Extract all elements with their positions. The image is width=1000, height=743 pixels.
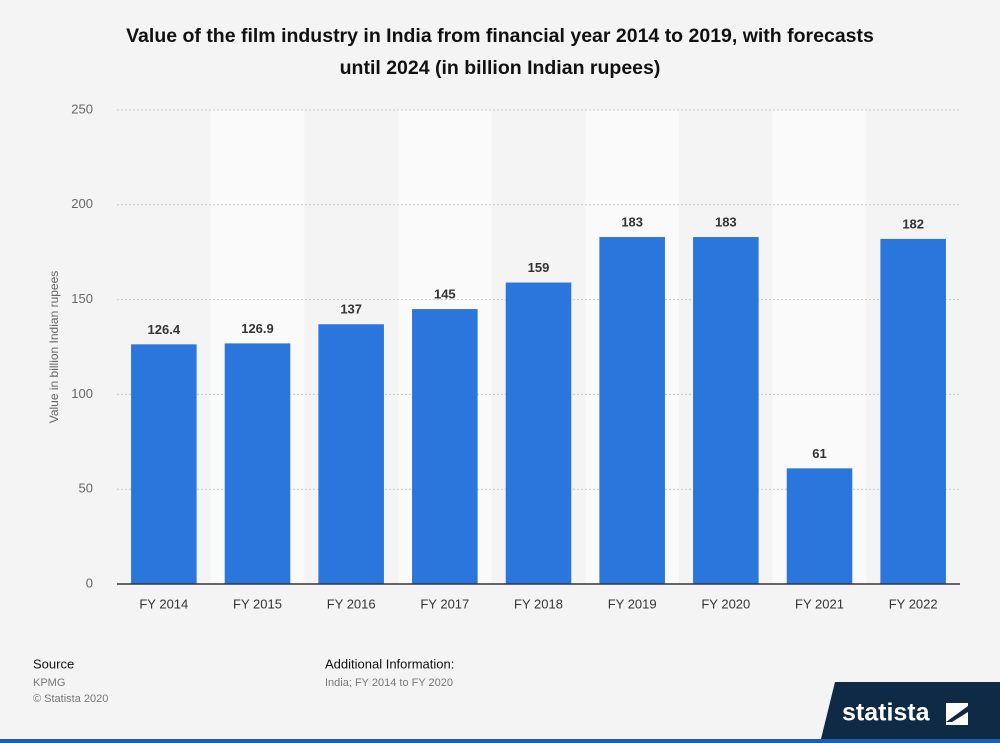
info-heading: Additional Information: [325, 656, 454, 671]
bar [318, 324, 384, 584]
data-label: 137 [340, 302, 362, 317]
logo-band [820, 682, 1000, 743]
y-tick-label: 150 [71, 291, 93, 306]
bar [224, 343, 291, 584]
info: India; FY 2014 to FY 2020 [325, 677, 453, 689]
bar [880, 238, 946, 585]
copyright: © Statista 2020 [33, 693, 108, 705]
bar [412, 309, 478, 584]
logo-icon-cut [946, 706, 968, 722]
x-tick-label: FY 2016 [327, 596, 376, 611]
data-label: 126.9 [241, 321, 274, 336]
bar [599, 237, 665, 585]
y-tick-label: 100 [71, 386, 93, 401]
y-axis-label: Value in billion Indian rupees [47, 271, 61, 424]
data-label: 145 [434, 287, 456, 302]
chart-title: Value of the film industry in India from… [126, 25, 874, 79]
bar [131, 344, 197, 584]
data-label: 126.4 [148, 322, 181, 337]
bar [693, 237, 759, 585]
x-tick-label: FY 2018 [514, 596, 563, 611]
bar [786, 468, 853, 584]
data-label: 182 [902, 216, 924, 231]
bottom-strip [0, 739, 1000, 743]
data-label: 159 [528, 260, 550, 275]
logo: statista [842, 699, 931, 727]
x-tick-label: FY 2017 [420, 596, 469, 611]
data-label: 183 [715, 214, 737, 229]
data-label: 61 [812, 446, 826, 461]
x-tick-label: FY 2015 [233, 596, 282, 611]
source-heading: Source [33, 656, 74, 671]
x-tick-label: FY 2020 [701, 596, 750, 611]
x-tick-label: FY 2014 [139, 596, 188, 611]
y-tick-label: 200 [71, 196, 93, 211]
y-tick-label: 250 [71, 101, 93, 116]
x-tick-label: FY 2022 [889, 596, 938, 611]
source: KPMG [33, 677, 65, 689]
data-label: 183 [621, 214, 643, 229]
x-tick-label: FY 2019 [608, 596, 657, 611]
bar [505, 282, 572, 584]
x-tick-label: FY 2021 [795, 596, 844, 611]
y-tick-label: 0 [86, 575, 93, 590]
y-tick-label: 50 [79, 481, 93, 496]
